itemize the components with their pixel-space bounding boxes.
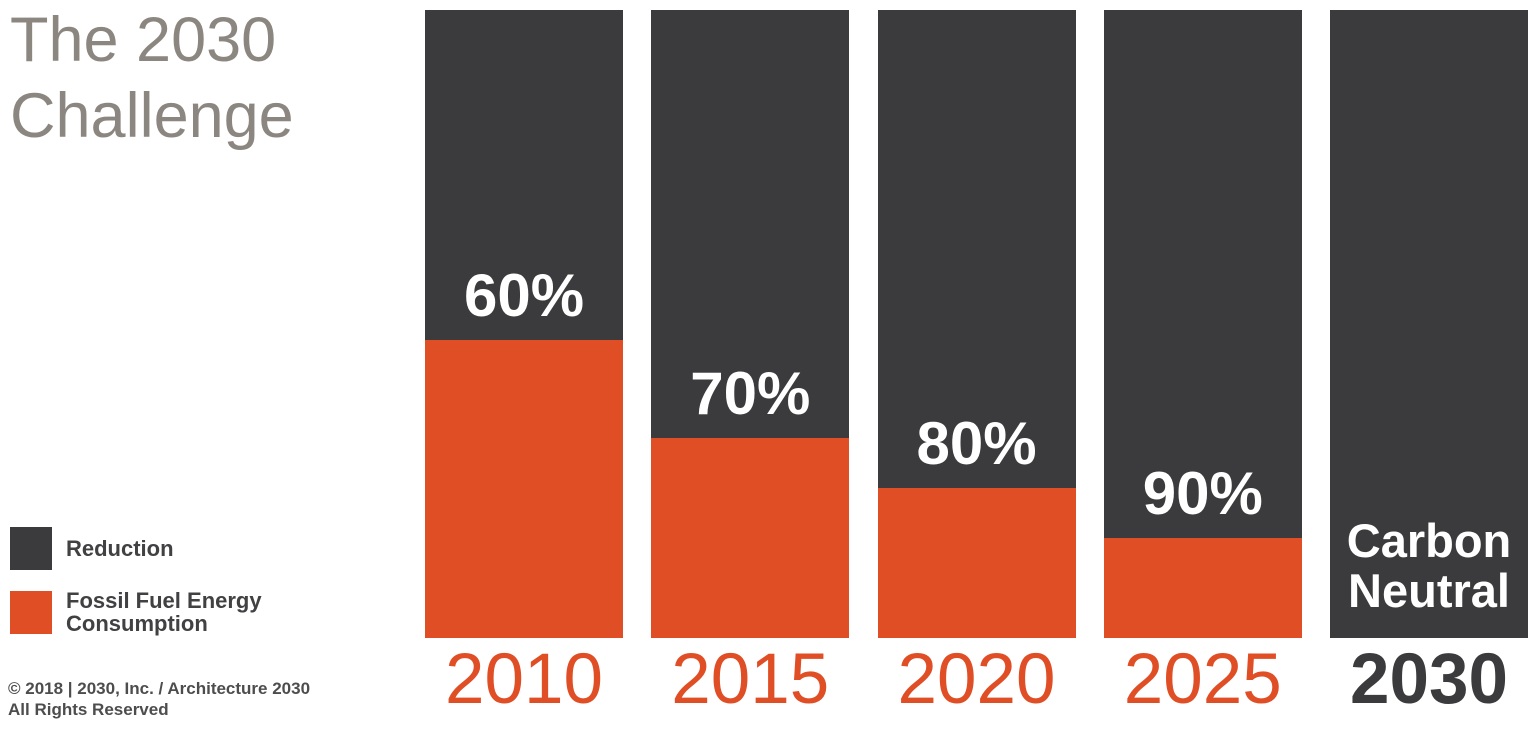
- year-label-2020: 2020: [897, 640, 1056, 719]
- legend-label-consumption-line1: Fossil Fuel Energy: [66, 588, 262, 613]
- reduction-swatch-icon: [10, 527, 52, 570]
- year-label-2030: 2030: [1350, 640, 1508, 719]
- copyright-line1: © 2018 | 2030, Inc. / Architecture 2030: [8, 679, 311, 698]
- legend-item-consumption: Fossil Fuel Energy Consumption: [10, 589, 262, 635]
- year-label-2010: 2010: [445, 640, 603, 719]
- bar-label-line: Neutral: [1348, 564, 1510, 617]
- legend-label-reduction: Reduction: [66, 536, 174, 561]
- legend: Reduction Fossil Fuel Energy Consumption: [10, 527, 262, 654]
- consumption-swatch-icon: [10, 590, 52, 634]
- bar-2030: Carbon Neutral: [1330, 10, 1528, 638]
- x-axis-year-labels: 2010 2015 2020 2025 2030: [425, 644, 1528, 715]
- page-title-line1: The 2030: [10, 5, 277, 75]
- bar-chart: 60% 70% 80% 90% Carbon Neutral: [425, 10, 1528, 638]
- bar-2010: 60%: [425, 10, 623, 638]
- legend-label-consumption-line2: Consumption: [66, 611, 208, 636]
- bar-2020: 80%: [877, 10, 1076, 638]
- bar-2025: 90%: [1103, 10, 1302, 638]
- bar-label-2015: 70%: [651, 364, 849, 424]
- copyright-line2: All Rights Reserved: [8, 700, 169, 719]
- bar-label-line: Carbon: [1346, 514, 1512, 567]
- legend-label-consumption: Fossil Fuel Energy Consumption: [66, 589, 262, 635]
- legend-item-reduction: Reduction: [10, 527, 262, 570]
- bar-label-line: 80%: [916, 410, 1037, 477]
- copyright: © 2018 | 2030, Inc. / Architecture 2030 …: [8, 678, 310, 720]
- consumption-segment-2025: [1103, 538, 1302, 638]
- bar-label-line: 70%: [690, 360, 811, 427]
- year-label-2025: 2025: [1123, 640, 1282, 719]
- bar-label-2020: 80%: [878, 414, 1076, 474]
- bar-label-2030: Carbon Neutral: [1330, 516, 1528, 616]
- bar-label-line: 90%: [1142, 460, 1263, 527]
- bar-label-2025: 90%: [1104, 464, 1302, 524]
- bar-label-line: 60%: [463, 262, 585, 329]
- consumption-segment-2020: [877, 488, 1076, 638]
- page-title: The 2030 Challenge: [10, 2, 294, 154]
- page-title-line2: Challenge: [10, 81, 294, 151]
- consumption-segment-2015: [651, 438, 850, 638]
- bar-2015: 70%: [651, 10, 850, 638]
- consumption-segment-2010: [425, 340, 623, 638]
- bar-label-2010: 60%: [425, 266, 623, 326]
- year-label-2015: 2015: [671, 640, 830, 719]
